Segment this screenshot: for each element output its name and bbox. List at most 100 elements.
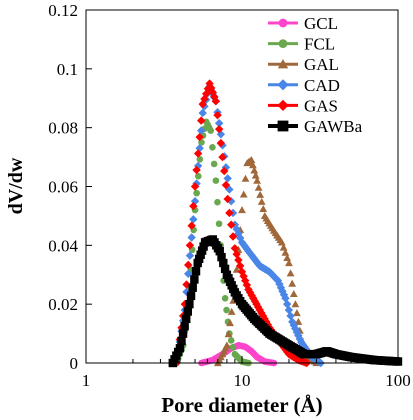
x-axis-title: Pore diameter (Å) [161,393,322,417]
legend-swatch-marker [277,79,289,91]
series-cad [172,82,326,368]
y-tick-label: 0.08 [48,119,78,138]
data-point [183,307,193,316]
data-point [206,83,216,93]
data-point [215,247,224,256]
data-point [212,177,220,184]
y-tick-label: 0 [70,354,79,373]
data-point [289,289,298,297]
legend-entry-gal: GAL [268,55,339,74]
data-point [177,336,186,346]
data-point [215,220,223,228]
x-tick-label: 1 [82,371,91,390]
data-point [194,172,202,180]
data-point [248,161,257,169]
legend-swatch-marker [277,99,289,111]
data-point [218,152,227,162]
legend-label: GAL [304,55,339,74]
x-tick-label: 100 [385,371,411,390]
data-point [188,283,197,292]
data-point [208,88,217,97]
data-point [205,79,214,88]
legend-entry-gcl: GCL [268,14,338,33]
data-point [239,272,248,281]
data-point [186,291,196,301]
data-point [195,144,204,153]
data-point [251,171,260,179]
legend-entry-fcl: FCL [268,35,335,54]
data-point [196,126,206,135]
data-point [220,166,229,176]
data-point [213,110,222,120]
data-point [175,344,185,353]
data-point [207,127,214,134]
data-point [288,279,297,287]
data-point [259,204,268,212]
data-point [210,160,218,168]
y-tick-label: 0.04 [48,236,78,255]
legend-label: FCL [304,35,335,54]
x-tick-label: 10 [234,371,251,390]
data-point [254,183,263,191]
data-point [227,220,236,229]
data-point [256,190,265,198]
data-point [184,260,193,270]
data-point [182,314,191,324]
data-point [281,248,290,256]
data-point [196,155,204,163]
data-point [214,124,224,134]
data-point [200,94,209,104]
data-point [294,317,303,325]
series-gas [172,79,311,368]
legend-swatch-marker [278,39,288,48]
data-point [193,149,203,158]
data-point [232,265,241,273]
data-point [187,233,196,242]
data-point [285,259,293,267]
data-point [223,194,232,204]
data-point [286,269,295,277]
data-point [214,119,224,128]
data-point [279,243,288,251]
y-tick-label: 0.1 [57,60,78,79]
data-point [241,174,250,182]
data-point [201,89,211,99]
data-point [283,253,292,261]
legend-swatch-marker [277,59,289,69]
data-point [180,322,189,331]
data-point [189,201,198,211]
y-tick-label: 0.02 [48,295,78,314]
data-point [223,306,230,314]
data-point [221,294,229,302]
data-point [214,198,221,206]
data-point [291,300,300,308]
plot-series-group [168,79,403,368]
data-point [178,329,188,338]
data-point [237,267,247,277]
data-point [227,337,235,344]
data-point [227,307,236,315]
data-point [189,215,198,224]
data-point [219,258,228,268]
data-point [211,96,221,106]
data-point [191,267,201,276]
data-point [228,232,238,241]
data-point [192,165,201,175]
legend-label: GCL [304,14,338,33]
y-axis-title: dV/dw [5,157,27,214]
data-point [209,143,216,151]
data-point [221,180,231,190]
data-point [195,132,204,142]
data-point [185,251,195,260]
data-point [236,261,245,271]
legend-label: GAS [304,96,338,115]
data-point [190,275,199,284]
legend-label: CAD [304,76,340,95]
data-point [222,341,231,349]
legend-entry-gawba: GAWBa [268,117,363,136]
data-point [225,208,234,218]
data-point [239,190,248,198]
data-point [185,241,195,250]
